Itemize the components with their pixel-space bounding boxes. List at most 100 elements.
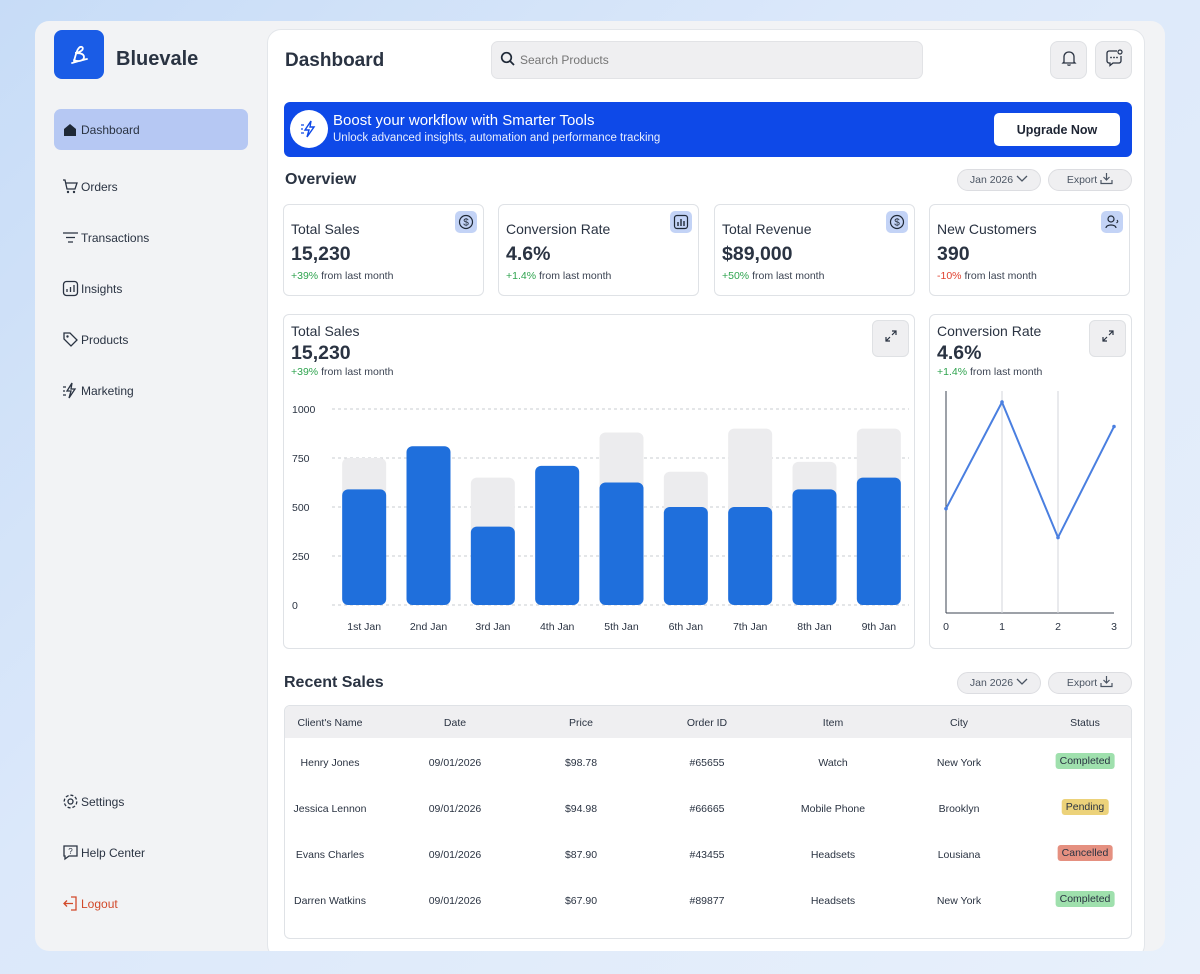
download-icon bbox=[1100, 675, 1113, 691]
expand-sales-chart-button[interactable] bbox=[872, 320, 909, 357]
stat-label: Total Sales bbox=[291, 221, 360, 237]
messages-button[interactable] bbox=[1095, 41, 1132, 79]
search-input[interactable] bbox=[520, 53, 900, 67]
column-header[interactable]: Status bbox=[1070, 717, 1100, 729]
sidebar-item-label: Logout bbox=[81, 896, 118, 911]
stat-change: +50% from last month bbox=[722, 270, 824, 282]
sidebar-item-dashboard[interactable]: Dashboard bbox=[54, 109, 248, 150]
change-suffix: from last month bbox=[970, 366, 1043, 378]
overview-title: Overview bbox=[285, 171, 357, 188]
column-header[interactable]: Client's Name bbox=[297, 717, 363, 729]
stat-change: -10% from last month bbox=[937, 270, 1037, 282]
stat-change: +1.4% from last month bbox=[506, 270, 611, 282]
lightning-icon bbox=[290, 110, 328, 148]
column-header[interactable]: Price bbox=[569, 717, 593, 729]
table-row[interactable]: Darren Watkins 09/01/2026 $67.90 #89877 Head… bbox=[285, 888, 1131, 918]
stat-value: 4.6% bbox=[506, 243, 551, 265]
sidebar-item-insights[interactable]: Insights bbox=[54, 268, 248, 309]
sidebar-item-help-center[interactable]: ? Help Center bbox=[54, 832, 248, 873]
stat-label: Conversion Rate bbox=[506, 221, 611, 237]
x-tick-label: 3 bbox=[1111, 621, 1117, 633]
table-row[interactable]: Henry Jones 09/01/2026 $98.78 #65655 Watch Ne… bbox=[285, 750, 1131, 780]
search-bar[interactable] bbox=[491, 41, 923, 79]
change-suffix: from last month bbox=[539, 270, 612, 282]
help-icon: ? bbox=[61, 844, 79, 862]
table-row[interactable]: Jessica Lennon 09/01/2026 $94.98 #66665 Mobi… bbox=[285, 796, 1131, 826]
stat-card-total-sales: Total Sales 15,230 +39% from last month … bbox=[283, 204, 484, 296]
stat-value: 390 bbox=[937, 243, 970, 265]
date-cell: 09/01/2026 bbox=[428, 849, 482, 861]
y-tick-label: 0 bbox=[292, 600, 298, 612]
sidebar-item-logout[interactable]: Logout bbox=[54, 883, 248, 924]
x-tick-label: 7th Jan bbox=[733, 621, 768, 633]
overview-export-button[interactable]: Export bbox=[1048, 169, 1132, 191]
change-suffix: from last month bbox=[964, 270, 1037, 282]
stat-card-conversion-rate: Conversion Rate 4.6% +1.4% from last mon… bbox=[498, 204, 699, 296]
item-cell: Watch bbox=[818, 757, 848, 769]
line-point bbox=[1000, 400, 1004, 404]
export-label: Export bbox=[1066, 174, 1098, 186]
client-name-cell: Darren Watkins bbox=[294, 895, 366, 907]
recent-sales-table: Client's Name Date Price Order ID Item C… bbox=[284, 705, 1132, 939]
sales-bar bbox=[535, 465, 580, 605]
sidebar-item-products[interactable]: Products bbox=[54, 319, 248, 360]
change-suffix: from last month bbox=[321, 270, 394, 282]
chart-label: Conversion Rate bbox=[937, 323, 1042, 339]
order-id-cell: #66665 bbox=[689, 803, 725, 815]
background-bar bbox=[599, 432, 644, 605]
price-cell: $67.90 bbox=[564, 895, 598, 907]
sales-chart-card: Total Sales 15,230 +39% from last month … bbox=[283, 314, 915, 649]
sidebar-item-label: Transactions bbox=[81, 230, 150, 245]
lightning-icon bbox=[61, 382, 79, 400]
user-icon bbox=[1101, 211, 1123, 233]
column-header[interactable]: City bbox=[949, 717, 969, 729]
chart-change: +39% from last month bbox=[291, 366, 393, 378]
svg-text:$: $ bbox=[463, 218, 469, 229]
notifications-button[interactable] bbox=[1050, 41, 1087, 79]
dollar-icon: $ bbox=[886, 211, 908, 233]
column-header[interactable]: Date bbox=[443, 717, 467, 729]
table-row[interactable]: Evans Charles 09/01/2026 $87.90 #43455 Heads… bbox=[285, 842, 1131, 872]
x-tick-label: 4th Jan bbox=[540, 621, 575, 633]
column-header[interactable]: Order ID bbox=[686, 717, 728, 729]
x-tick-label: 1 bbox=[999, 621, 1005, 633]
chevron-down-icon bbox=[1016, 174, 1028, 186]
sales-bar bbox=[470, 526, 515, 605]
stat-card-new-customers: New Customers 390 -10% from last month bbox=[929, 204, 1130, 296]
x-tick-label: 3rd Jan bbox=[475, 621, 510, 633]
logo[interactable] bbox=[54, 30, 104, 79]
sales-bar bbox=[728, 507, 773, 605]
column-header[interactable]: Item bbox=[822, 717, 844, 729]
svg-text:$: $ bbox=[894, 218, 900, 229]
recent-sales-export-button[interactable]: Export bbox=[1048, 672, 1132, 694]
period-label: Jan 2026 bbox=[969, 174, 1014, 186]
client-name-cell: Evans Charles bbox=[295, 849, 365, 861]
upgrade-now-button[interactable]: Upgrade Now bbox=[994, 113, 1120, 146]
sidebar-item-settings[interactable]: Settings bbox=[54, 781, 248, 822]
sidebar-item-label: Orders bbox=[81, 179, 118, 194]
sales-bar bbox=[342, 489, 387, 605]
conversion-chart-card: Conversion Rate 4.6% +1.4% from last mon… bbox=[929, 314, 1132, 649]
sidebar-item-transactions[interactable]: Transactions bbox=[54, 217, 248, 258]
stat-label: Total Revenue bbox=[722, 221, 812, 237]
sidebar-item-orders[interactable]: Orders bbox=[54, 166, 248, 207]
overview-period-dropdown[interactable]: Jan 2026 bbox=[957, 169, 1041, 191]
banner-title: Boost your workflow with Smarter Tools bbox=[333, 112, 595, 129]
change-value: +39% bbox=[291, 270, 319, 282]
recent-sales-period-dropdown[interactable]: Jan 2026 bbox=[957, 672, 1041, 694]
chart-change: +1.4% from last month bbox=[937, 366, 1042, 378]
sidebar-item-marketing[interactable]: Marketing bbox=[54, 370, 248, 411]
stat-label: New Customers bbox=[937, 221, 1037, 237]
item-cell: Headsets bbox=[810, 849, 856, 861]
city-cell: Brooklyn bbox=[938, 803, 980, 815]
price-cell: $94.98 bbox=[564, 803, 598, 815]
home-icon bbox=[61, 121, 79, 139]
change-value: -10% bbox=[937, 270, 962, 282]
price-cell: $87.90 bbox=[564, 849, 598, 861]
sidebar-item-label: Help Center bbox=[81, 845, 146, 860]
expand-conversion-chart-button[interactable] bbox=[1089, 320, 1126, 357]
sales-bar bbox=[663, 507, 708, 605]
chat-icon bbox=[1105, 48, 1123, 72]
stat-value: 15,230 bbox=[291, 243, 351, 265]
search-icon bbox=[500, 51, 516, 70]
